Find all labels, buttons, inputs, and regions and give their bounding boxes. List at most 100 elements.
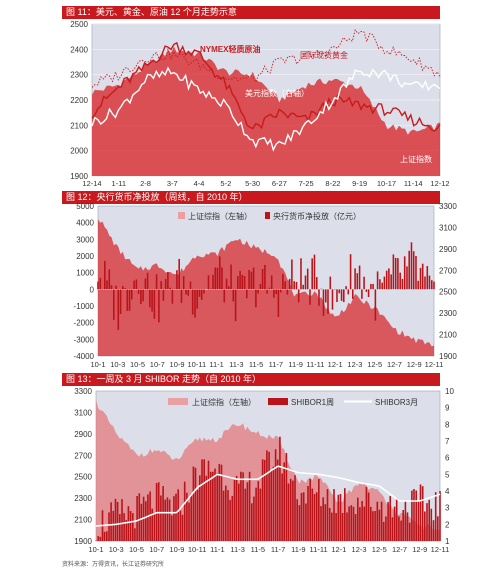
bar bbox=[192, 466, 195, 541]
bar bbox=[411, 490, 413, 541]
bar bbox=[393, 506, 396, 541]
bar bbox=[177, 489, 180, 541]
bar bbox=[381, 282, 383, 290]
bar bbox=[374, 289, 377, 321]
bar bbox=[295, 281, 298, 290]
y2-tick-label: 3300 bbox=[439, 202, 457, 211]
bar bbox=[126, 289, 129, 311]
bar bbox=[395, 498, 398, 541]
bar bbox=[251, 503, 253, 541]
bar bbox=[179, 510, 182, 541]
bar bbox=[113, 289, 115, 320]
y-tick-label: 4000 bbox=[76, 219, 94, 228]
y-tick-label: 2900 bbox=[74, 430, 92, 439]
y-tick-label: 2100 bbox=[74, 516, 92, 525]
bar bbox=[219, 256, 221, 290]
legend-swatch-bar bbox=[265, 212, 270, 219]
bar bbox=[346, 512, 348, 541]
chart-2-svg: -4000 -3000 -2000 -1000 0 1000 2000 3000 4000 500… bbox=[74, 202, 458, 369]
bar bbox=[180, 289, 183, 303]
bar bbox=[417, 280, 419, 290]
chart-title: 图 12：央行货币净投放（周线，自 2010 年） bbox=[62, 191, 440, 204]
bar bbox=[246, 482, 249, 541]
bar bbox=[122, 286, 124, 290]
bar bbox=[145, 501, 147, 541]
source-footer: 资料来源：万得资讯，长江证券研究所 bbox=[62, 562, 165, 568]
x-tick-label: 11-5 bbox=[249, 360, 263, 369]
bar bbox=[417, 500, 420, 541]
bar bbox=[370, 284, 372, 290]
bar bbox=[403, 256, 406, 290]
bar bbox=[194, 467, 197, 541]
bar bbox=[231, 495, 234, 541]
bar bbox=[138, 493, 141, 541]
bar bbox=[370, 506, 372, 541]
bar bbox=[326, 489, 329, 541]
bar bbox=[190, 494, 193, 541]
bar bbox=[376, 501, 379, 541]
bar bbox=[382, 521, 385, 541]
bar bbox=[309, 479, 312, 541]
bar bbox=[358, 265, 361, 290]
x-tick-label: 7-25 bbox=[299, 179, 314, 188]
bar bbox=[297, 289, 300, 303]
bar bbox=[160, 495, 162, 541]
bar bbox=[119, 514, 121, 541]
bar bbox=[424, 276, 426, 290]
bar bbox=[359, 507, 361, 541]
bar bbox=[209, 471, 212, 541]
bar bbox=[339, 494, 342, 541]
line-series-2 bbox=[91, 29, 441, 88]
y-tick-label: 5000 bbox=[76, 202, 94, 211]
x-tick-label: 12-12 bbox=[430, 179, 449, 188]
bar bbox=[389, 496, 392, 541]
bar bbox=[241, 274, 244, 290]
bar bbox=[347, 289, 350, 295]
bar bbox=[196, 489, 199, 541]
x-tick-label: 12-7 bbox=[392, 545, 407, 554]
bar bbox=[167, 272, 169, 290]
bar bbox=[404, 501, 407, 541]
bar bbox=[348, 506, 350, 541]
bar bbox=[259, 284, 262, 290]
x-tick-label: 12-5 bbox=[367, 360, 382, 369]
x-tick-label: 12-3 bbox=[347, 360, 362, 369]
legend-swatch-bar bbox=[268, 398, 288, 405]
bar bbox=[240, 471, 242, 541]
bar bbox=[390, 274, 392, 290]
bar bbox=[153, 289, 156, 319]
bar bbox=[340, 289, 343, 301]
x-tick-label: 12-9 bbox=[412, 545, 427, 554]
x-tick-label: 10-3 bbox=[109, 545, 124, 554]
bar bbox=[216, 473, 219, 541]
bar bbox=[182, 276, 185, 290]
bar bbox=[402, 510, 405, 541]
bar bbox=[406, 266, 408, 290]
bar bbox=[185, 289, 187, 295]
y-tick-label: 1900 bbox=[74, 537, 92, 546]
x-tick-label: 12-7 bbox=[387, 360, 402, 369]
bar bbox=[131, 289, 133, 300]
bar bbox=[214, 267, 217, 290]
bar bbox=[397, 258, 399, 290]
bar bbox=[147, 494, 149, 541]
bar bbox=[221, 267, 223, 290]
bar bbox=[110, 285, 113, 290]
bar bbox=[123, 513, 125, 541]
bar bbox=[333, 489, 335, 541]
bar bbox=[178, 258, 180, 290]
x-tick-label: 12-11 bbox=[425, 360, 444, 369]
bar bbox=[199, 475, 201, 541]
x-tick-label: 11-7 bbox=[269, 360, 283, 369]
bar bbox=[164, 499, 167, 541]
bar bbox=[207, 275, 210, 290]
bar bbox=[137, 289, 140, 294]
y-tick-label: -1000 bbox=[74, 302, 95, 311]
line-series-1 bbox=[91, 41, 441, 132]
bar bbox=[227, 490, 229, 541]
bar bbox=[306, 268, 309, 290]
bar bbox=[124, 288, 126, 290]
series-label-sh: 上证指数 bbox=[400, 154, 432, 164]
legend-label: 上证综指（左轴） bbox=[188, 211, 252, 221]
bar bbox=[302, 284, 304, 290]
